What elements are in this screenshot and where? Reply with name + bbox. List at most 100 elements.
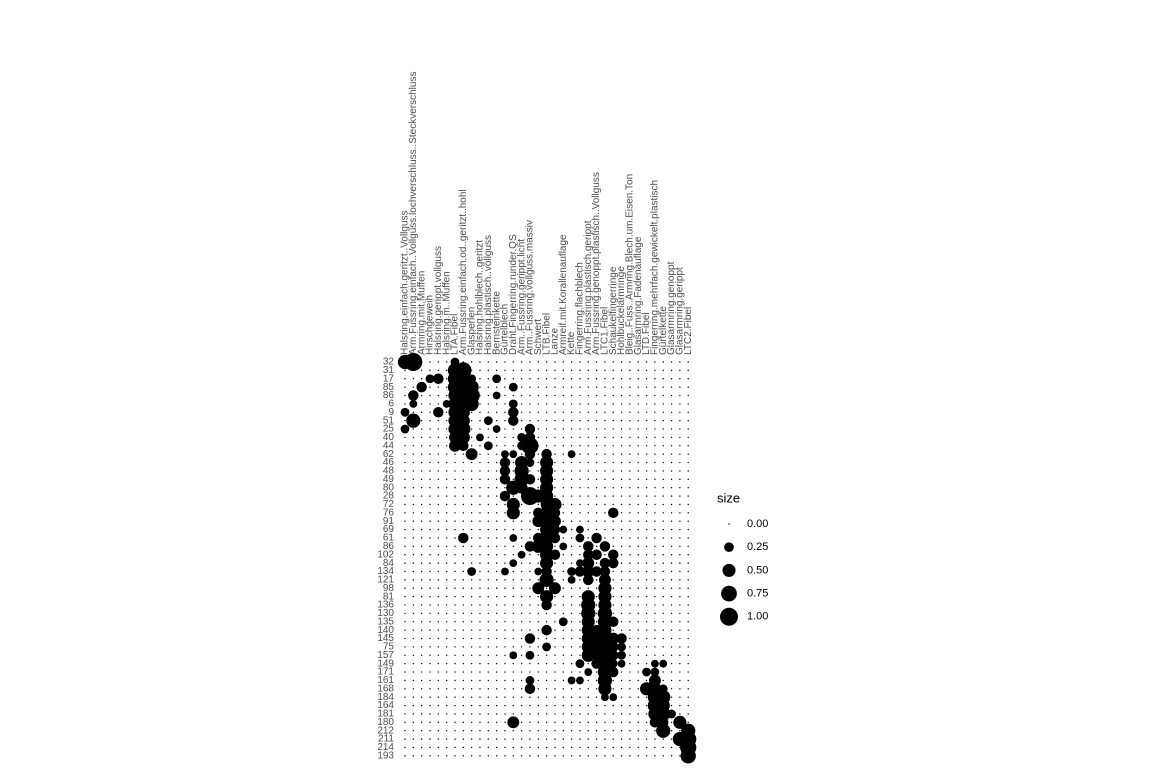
dot bbox=[567, 450, 576, 459]
dot bbox=[645, 487, 648, 489]
dot bbox=[662, 361, 664, 363]
dot bbox=[420, 755, 423, 757]
dot bbox=[454, 604, 456, 606]
dot bbox=[579, 721, 581, 724]
dot bbox=[512, 730, 514, 732]
dot bbox=[570, 411, 573, 413]
legend-key bbox=[724, 542, 734, 553]
dot bbox=[629, 646, 631, 648]
dot bbox=[445, 696, 448, 698]
dot bbox=[420, 570, 423, 573]
dot bbox=[404, 738, 406, 740]
dot bbox=[529, 713, 531, 715]
dot bbox=[454, 554, 456, 556]
dot bbox=[437, 746, 440, 749]
dot bbox=[612, 713, 614, 715]
dot bbox=[612, 704, 614, 707]
column-label: Gürtelblech bbox=[500, 304, 511, 355]
dot bbox=[687, 461, 689, 464]
dot bbox=[579, 579, 581, 581]
dot bbox=[637, 688, 639, 690]
dot bbox=[454, 595, 456, 598]
dot bbox=[645, 378, 648, 380]
dot bbox=[479, 646, 481, 648]
dot bbox=[679, 679, 681, 682]
dot bbox=[662, 436, 664, 439]
dot bbox=[545, 721, 548, 724]
dot bbox=[545, 428, 548, 430]
dot bbox=[406, 413, 421, 428]
dot bbox=[487, 453, 489, 455]
dot bbox=[420, 487, 423, 489]
dot bbox=[612, 679, 614, 682]
dot bbox=[420, 361, 423, 363]
dot bbox=[629, 562, 631, 564]
dot bbox=[570, 612, 573, 615]
row-label: 81 bbox=[383, 591, 395, 602]
column-label: Arm.Fussring.einfach..Vollguss.lochversc… bbox=[408, 72, 419, 355]
dot bbox=[601, 693, 609, 702]
dot bbox=[629, 428, 631, 430]
dot bbox=[445, 713, 448, 715]
dot bbox=[495, 604, 498, 606]
dot bbox=[412, 637, 415, 640]
dot bbox=[454, 461, 456, 464]
dot bbox=[462, 662, 465, 665]
dot bbox=[429, 646, 431, 648]
dot bbox=[412, 453, 415, 455]
dot bbox=[470, 579, 473, 581]
legend-key bbox=[721, 585, 737, 602]
dot bbox=[445, 554, 448, 556]
dot bbox=[537, 461, 539, 464]
dot bbox=[445, 436, 448, 439]
dot bbox=[520, 621, 523, 623]
dot bbox=[604, 730, 606, 732]
dot bbox=[554, 478, 556, 481]
dot bbox=[645, 755, 648, 757]
dot bbox=[579, 394, 581, 397]
dot bbox=[479, 721, 481, 724]
dot bbox=[662, 386, 664, 388]
dot bbox=[504, 378, 506, 380]
dot bbox=[520, 696, 523, 698]
dot bbox=[449, 439, 461, 452]
dot bbox=[412, 520, 415, 522]
dot bbox=[412, 579, 415, 581]
dot bbox=[583, 549, 594, 560]
dot bbox=[570, 537, 573, 539]
dot bbox=[645, 436, 648, 439]
dot bbox=[545, 587, 548, 589]
dot bbox=[620, 562, 623, 564]
dot bbox=[679, 562, 681, 564]
column-label: Lanze bbox=[550, 327, 561, 355]
dot bbox=[620, 503, 623, 506]
dot bbox=[637, 394, 639, 397]
dot bbox=[454, 453, 456, 455]
dot bbox=[509, 534, 518, 542]
dot bbox=[529, 612, 531, 615]
legend-label: 1.00 bbox=[747, 611, 768, 623]
dot bbox=[445, 755, 448, 757]
dot bbox=[429, 411, 431, 413]
dot bbox=[629, 721, 631, 724]
dot bbox=[520, 361, 523, 363]
dot bbox=[445, 537, 448, 539]
dot bbox=[437, 419, 440, 422]
dot bbox=[595, 487, 598, 489]
dot bbox=[445, 495, 448, 497]
dot bbox=[650, 667, 660, 677]
dot bbox=[495, 419, 498, 422]
dot bbox=[587, 730, 589, 732]
column-label: Draht.Fingerring.runder.QS bbox=[508, 234, 519, 355]
dot bbox=[462, 730, 465, 732]
dot bbox=[537, 595, 539, 598]
dot bbox=[570, 587, 573, 589]
dot bbox=[416, 381, 427, 393]
dot bbox=[520, 629, 523, 631]
dot bbox=[604, 528, 606, 531]
dot bbox=[529, 579, 531, 581]
dot bbox=[462, 704, 465, 707]
dot bbox=[529, 738, 531, 740]
dot bbox=[670, 487, 673, 489]
dot bbox=[420, 394, 423, 397]
